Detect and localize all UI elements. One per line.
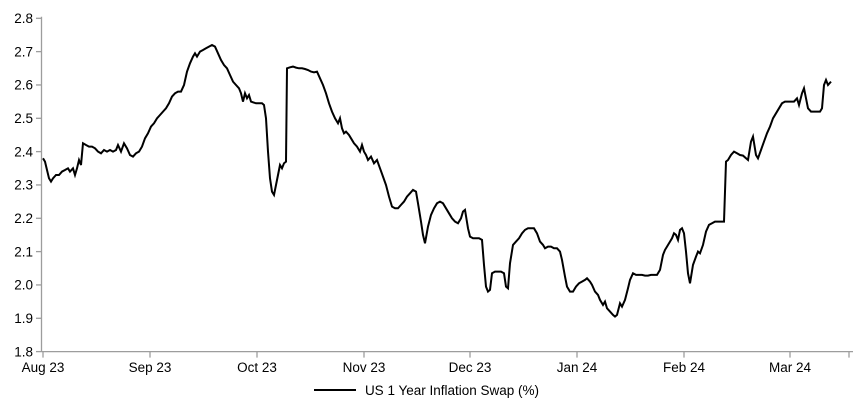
x-tick-label: Sep 23: [129, 360, 172, 375]
x-tick-label: Nov 23: [343, 360, 386, 375]
y-tick-label: 1.8: [14, 344, 33, 359]
x-tick-label: Jan 24: [557, 360, 598, 375]
y-tick-label: 2.5: [14, 111, 33, 126]
y-tick-label: 2.3: [14, 178, 33, 193]
x-tick-label: Aug 23: [22, 360, 65, 375]
series-line-us-1y-inflation-swap: [42, 43, 832, 318]
y-tick-label: 2.2: [14, 211, 33, 226]
y-tick-label: 2.0: [14, 278, 33, 293]
legend-label: US 1 Year Inflation Swap (%): [364, 382, 540, 398]
y-tick-label: 2.1: [14, 244, 33, 259]
y-tick-label: 2.6: [14, 78, 33, 93]
x-tick-label: Oct 23: [237, 360, 277, 375]
y-tick-label: 2.7: [14, 44, 33, 59]
x-tick-label: Mar 24: [769, 360, 812, 375]
y-tick-label: 2.4: [14, 144, 33, 159]
x-tick-label: Feb 24: [663, 360, 706, 375]
y-tick-label: 1.9: [14, 311, 33, 326]
y-tick-label: 2.8: [14, 11, 33, 26]
legend-line-swatch: [313, 389, 356, 391]
chart-legend: US 1 Year Inflation Swap (%): [0, 380, 853, 400]
x-tick-label: Dec 23: [449, 360, 492, 375]
